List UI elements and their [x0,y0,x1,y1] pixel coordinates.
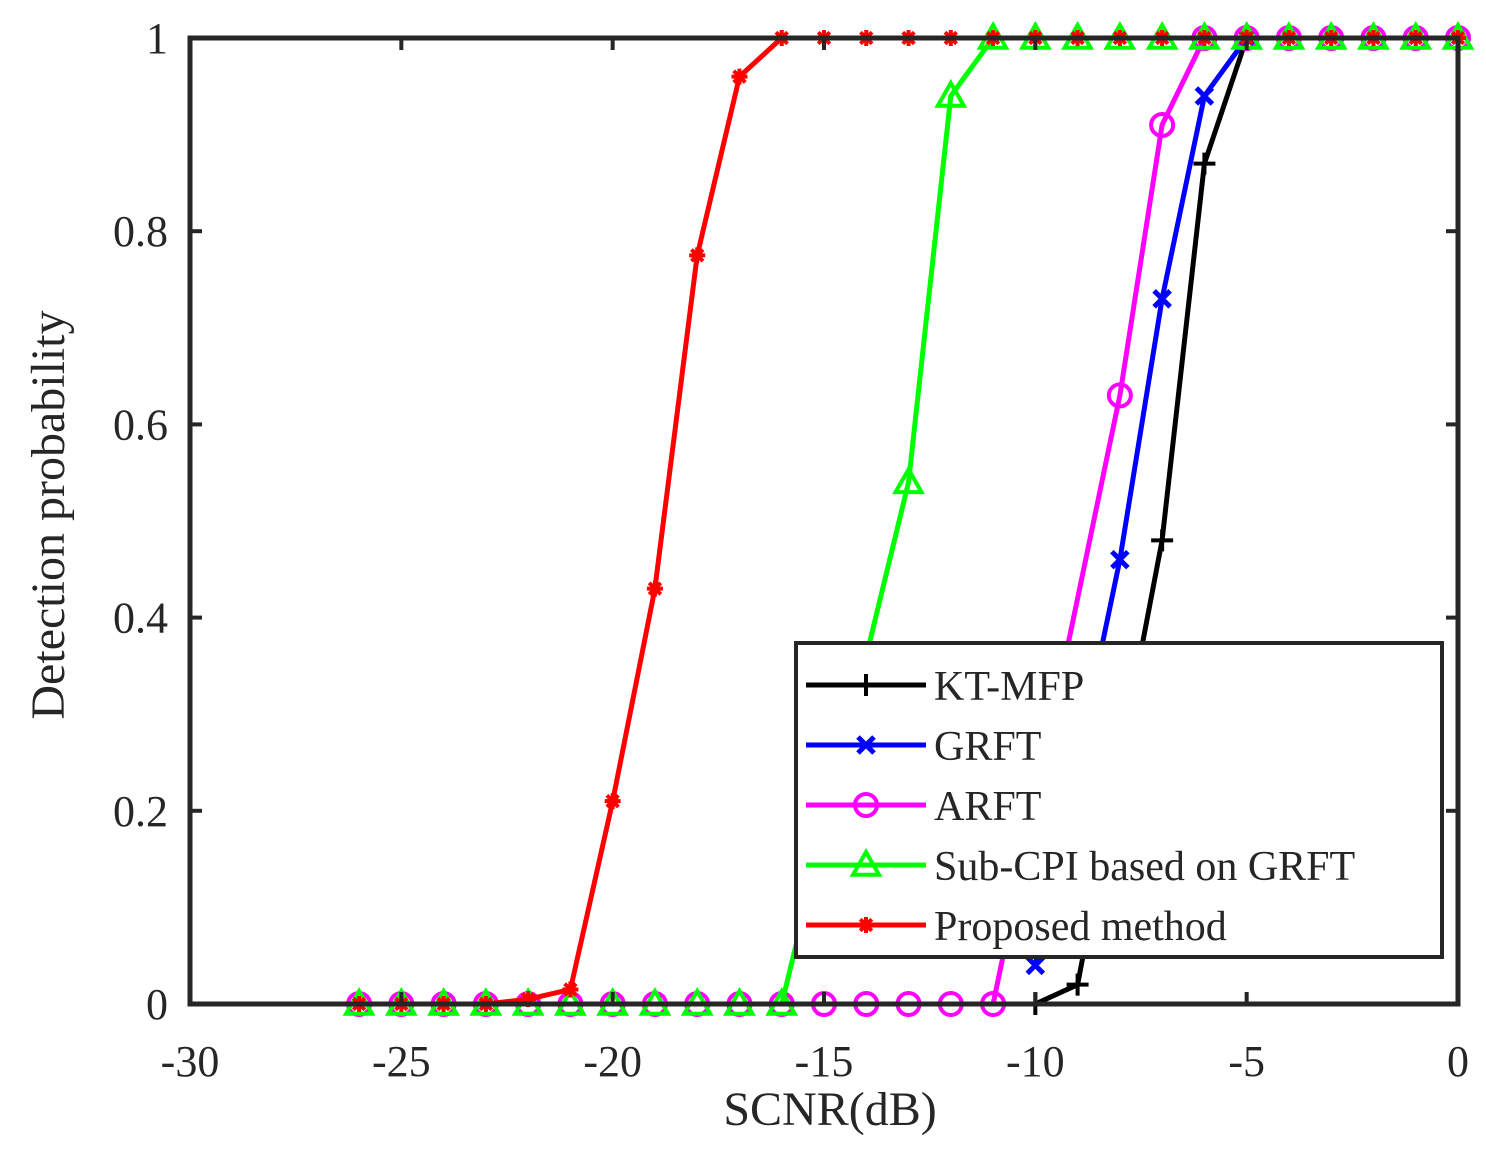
legend-box [794,641,1444,959]
data-point-sub-cpi-based-on-grft [892,465,925,495]
y-tick-label: 0.2 [113,787,168,836]
data-point-proposed-method [731,68,748,85]
data-point-grft [1110,549,1130,570]
y-tick-label: 0.6 [113,400,168,449]
data-point-proposed-method [604,793,621,810]
x-tick-label: -20 [583,1037,642,1086]
data-point-arft [1106,382,1133,409]
legend-label: Sub-CPI based on GRFT [934,844,1355,890]
y-tick-label: 0.8 [113,207,168,256]
legend-marker [855,674,877,696]
x-axis-title: SCNR(dB) [723,1083,936,1136]
legend-marker [858,917,874,933]
y-tick-label: 0.4 [113,594,168,643]
data-point-proposed-method [562,981,579,998]
data-point-proposed-method [520,991,537,1008]
data-point-proposed-method [689,247,706,264]
legend-item-grft: GRFT [806,724,1041,770]
x-tick-label: -30 [161,1037,220,1086]
x-tick-label: -10 [1006,1037,1065,1086]
legend-marker [849,847,883,877]
data-point-grft [1194,86,1215,106]
axes-layer: -30 -25 -20 -15 -10 -5 0 0 0.2 0.4 0.6 0.8 1 [113,14,1469,1086]
legend-item-arft: ARFT [806,784,1041,830]
legend: KT-MFP GRFT ARFT Sub-CPI based on GRFT Propo… [794,641,1444,959]
data-point-kt-mfp [1066,973,1089,996]
data-point-arft [1149,111,1176,138]
y-tick-label: 1 [146,14,168,63]
legend-item-proposed-method: Proposed method [806,904,1227,950]
legend-label: Proposed method [934,904,1227,950]
data-point-proposed-method [646,580,663,597]
data-point-sub-cpi-based-on-grft [934,78,968,108]
data-point-kt-mfp [1193,152,1216,175]
x-tick-label: -25 [372,1037,431,1086]
legend-label: KT-MFP [934,664,1084,710]
x-tick-label: -5 [1228,1037,1265,1086]
legend-item-kt-mfp: KT-MFP [806,664,1084,710]
legend-marker [853,792,879,818]
legend-label: ARFT [934,784,1041,830]
x-tick-label: 0 [1447,1037,1469,1086]
y-axis-title: Detection probability [22,310,75,719]
data-point-kt-mfp [1151,529,1174,552]
legend-item-sub-cpi-based-on-grft: Sub-CPI based on GRFT [806,844,1355,890]
data-point-grft [1025,955,1046,976]
y-tick-label: 0 [146,980,168,1029]
legend-label: GRFT [934,724,1041,770]
data-point-grft [1152,289,1172,309]
x-tick-label: -15 [795,1037,854,1086]
legend-marker [856,735,876,755]
